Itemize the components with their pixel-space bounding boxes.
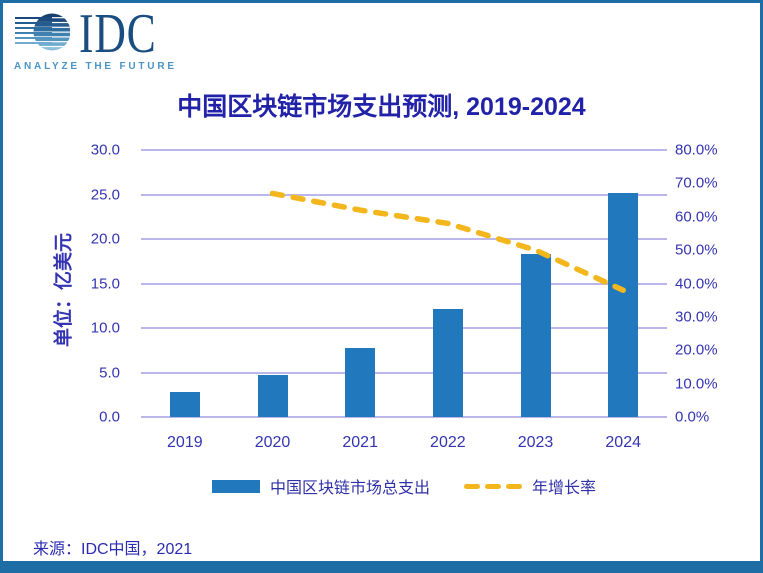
right-axis-tick: 70.0% — [675, 174, 718, 192]
right-axis-tick: 40.0% — [675, 275, 718, 292]
x-axis-label: 2022 — [430, 434, 466, 451]
x-axis-label: 2020 — [254, 434, 291, 451]
bar-column — [492, 150, 580, 417]
legend-dash — [464, 483, 480, 489]
right-axis-ticks: 80.0% 70.0% 60.0% 50.0% 40.0% 30.0% 20.0% 10.0%… — [675, 142, 757, 426]
left-axis-tick: 25.0 — [90, 186, 120, 203]
idc-tagline: ANALYZE THE FUTURE — [14, 61, 177, 72]
left-axis-ticks: 30.0 25.0 20.0 15.0 10.0 5.0 0.0 — [3, 142, 120, 426]
gridlines — [141, 149, 667, 418]
left-axis-tick: 30.0 — [90, 141, 120, 159]
left-axis-tick: 15.0 — [90, 275, 120, 292]
spending-bar — [169, 392, 200, 417]
x-axis-label: 2021 — [342, 434, 378, 451]
spending-bar — [345, 348, 376, 417]
bar-column — [316, 150, 404, 417]
idc-logo: IDC ANALYZE THE FUTURE — [14, 3, 178, 72]
bar-column — [579, 150, 667, 417]
bars — [141, 150, 667, 417]
left-axis-tick: 10.0 — [90, 319, 120, 337]
x-axis-labels: 2019 2020 2021 2022 2023 2024 — [141, 434, 667, 452]
legend-item-growth: 年增长率 — [464, 474, 596, 498]
legend-label-growth: 年增长率 — [532, 480, 597, 497]
source-text: 来源：IDC中国，2021 — [33, 541, 193, 558]
left-axis-tick: 0.0 — [99, 408, 120, 426]
gridline — [141, 282, 667, 285]
bar-column — [141, 150, 229, 417]
right-axis-tick: 80.0% — [675, 141, 718, 159]
gridline — [141, 193, 667, 196]
right-axis-tick: 60.0% — [675, 208, 718, 226]
right-axis-tick: 50.0% — [675, 241, 718, 259]
bar-column — [229, 150, 317, 417]
bar-swatch-icon — [211, 479, 260, 493]
gridline — [141, 327, 667, 329]
dashed-line-swatch-icon — [464, 483, 522, 489]
spending-bar — [432, 309, 463, 417]
legend-dash — [485, 483, 501, 489]
chart-title: 中国区块链市场支出预测, 2019-2024 — [177, 93, 586, 121]
growth-rate-line — [269, 190, 626, 293]
gridline — [141, 371, 667, 374]
right-axis-tick: 20.0% — [675, 341, 718, 359]
legend: 中国区块链市场总支出 年增长率 — [141, 474, 667, 498]
bar-column — [404, 150, 492, 417]
idc-brand-text: IDC — [79, 3, 157, 65]
x-axis-label: 2023 — [517, 434, 554, 451]
legend-label-spending: 中国区块链市场总支出 — [269, 480, 430, 497]
right-axis-tick: 30.0% — [675, 308, 718, 326]
right-axis-tick: 10.0% — [675, 375, 718, 393]
footer-strip — [3, 561, 760, 570]
growth-line-layer — [269, 190, 626, 293]
left-axis-tick: 20.0 — [90, 230, 120, 248]
gridline — [141, 238, 667, 240]
x-axis-label: 2019 — [167, 434, 203, 451]
left-axis-tick: 5.0 — [99, 364, 120, 381]
legend-dash — [506, 483, 522, 489]
spending-bar — [257, 375, 288, 417]
spending-bar — [608, 192, 639, 417]
right-axis-tick: 0.0% — [675, 408, 710, 426]
idc-globe-icon — [15, 13, 70, 51]
x-axis-label: 2024 — [605, 434, 641, 451]
gridline — [141, 416, 667, 418]
gridline — [141, 149, 667, 151]
spending-bar — [520, 254, 551, 417]
plot-area — [141, 149, 667, 418]
legend-item-spending: 中国区块链市场总支出 — [211, 474, 430, 498]
